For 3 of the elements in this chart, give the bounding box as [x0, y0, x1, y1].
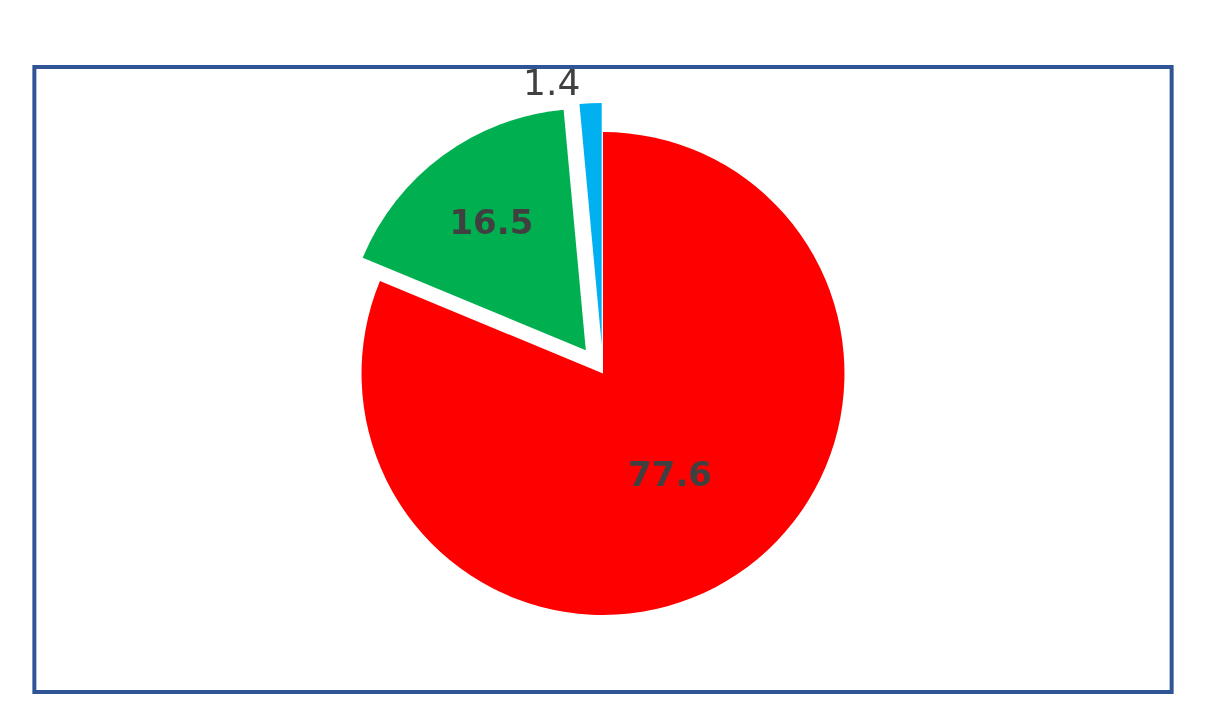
- data-label: 16.5: [449, 201, 534, 242]
- data-label: 77.6: [628, 453, 712, 494]
- data-label: 1.4: [523, 62, 581, 104]
